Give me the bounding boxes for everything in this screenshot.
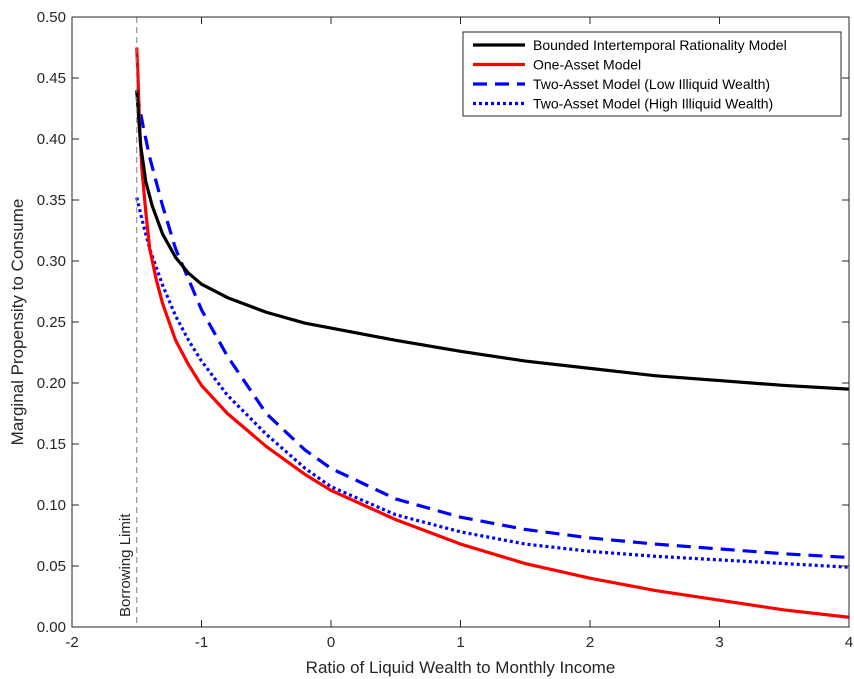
annotation-layer: Borrowing Limit (117, 17, 138, 627)
x-tick-label: 2 (586, 634, 594, 651)
y-tick-label: 0.45 (37, 70, 66, 87)
legend: Bounded Intertemporal Rationality Model O… (462, 31, 842, 117)
x-tick-label: -2 (65, 634, 78, 651)
y-tick-label: 0.40 (37, 131, 66, 148)
y-axis-label: Marginal Propensity to Consume (8, 199, 27, 446)
series-line-1 (135, 47, 849, 619)
series-line-0 (135, 90, 849, 391)
x-tick-label: -1 (195, 634, 208, 651)
y-tick-label: 0.50 (37, 9, 66, 26)
x-tick-label: 4 (845, 634, 853, 651)
series-line-2 (135, 92, 849, 560)
y-tick-label: 0.15 (37, 436, 66, 453)
borrowing-limit-label: Borrowing Limit (117, 513, 134, 617)
legend-box (462, 31, 842, 117)
legend-label-0: Bounded Intertemporal Rationality Model (533, 37, 787, 53)
x-tick-label: 1 (456, 634, 464, 651)
x-tick-label: 3 (715, 634, 723, 651)
ticks-layer: -2 -1 0 1 2 3 4 0.00 0.05 0.10 0.15 0.20 0.25 0.30 0.3… (37, 9, 853, 651)
x-tick-label: 0 (327, 634, 335, 651)
y-tick-label: 0.30 (37, 253, 66, 270)
y-tick-label: 0.35 (37, 192, 66, 209)
legend-label-3: Two-Asset Model (High Illiquid Wealth) (533, 96, 773, 112)
y-tick-label: 0.05 (37, 558, 66, 575)
legend-label-1: One-Asset Model (533, 57, 641, 73)
series-layer (135, 47, 849, 619)
x-axis-label: Ratio of Liquid Wealth to Monthly Income (306, 658, 616, 677)
y-tick-label: 0.25 (37, 314, 66, 331)
y-tick-label: 0.00 (37, 619, 66, 636)
legend-label-2: Two-Asset Model (Low Illiquid Wealth) (533, 76, 770, 92)
series-line-3 (135, 197, 849, 569)
y-tick-label: 0.10 (37, 497, 66, 514)
y-tick-label: 0.20 (37, 375, 66, 392)
